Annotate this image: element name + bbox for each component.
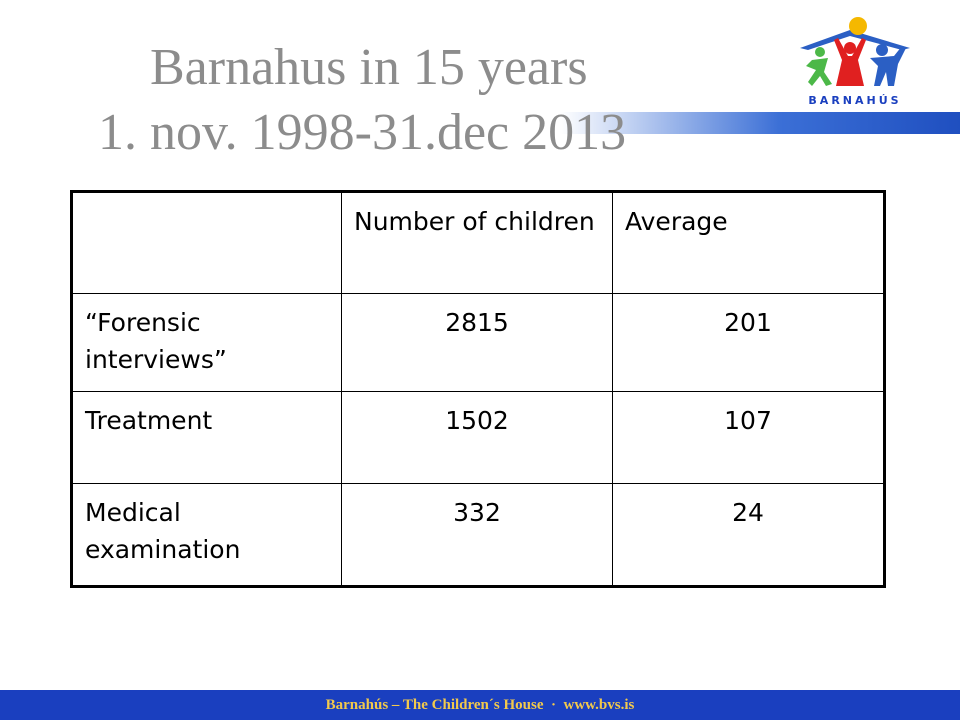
row-label: Medical examination <box>71 483 342 587</box>
row-label: Treatment <box>71 391 342 484</box>
cell: 2815 <box>341 293 613 392</box>
header-cell <box>71 191 342 294</box>
table-row: Medical examination 332 24 <box>71 483 885 587</box>
table-row: “Forensic interviews” 2815 201 <box>71 293 885 392</box>
table-header-row: Number of children Average <box>71 191 885 294</box>
cell: 332 <box>341 483 613 587</box>
data-table: Number of children Average “Forensic int… <box>70 190 886 588</box>
logo: BARNAHÚS <box>800 17 910 107</box>
title-accent-bar <box>560 112 960 134</box>
footer: Barnahús – The Children´s House · www.bv… <box>0 690 960 720</box>
logo-text: BARNAHÚS <box>808 94 901 107</box>
cell: 201 <box>612 293 885 392</box>
title-line: Barnahus in 15 years <box>150 39 588 96</box>
table-row: Treatment 1502 107 <box>71 391 885 484</box>
header-cell: Average <box>612 191 885 294</box>
cell: 24 <box>612 483 885 587</box>
title-line: 1. nov. 1998-31.dec 2013 <box>98 104 627 161</box>
cell: 107 <box>612 391 885 484</box>
row-label: “Forensic interviews” <box>71 293 342 392</box>
cell: 1502 <box>341 391 613 484</box>
header-cell: Number of children <box>341 191 613 294</box>
